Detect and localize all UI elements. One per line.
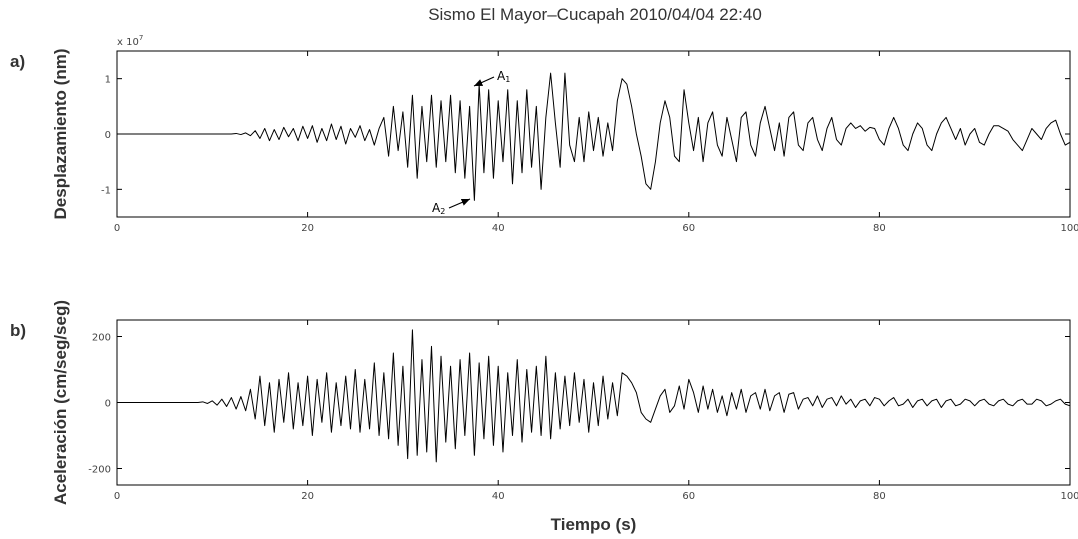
x-tick-label: 60 <box>682 491 695 502</box>
x-tick-label: 0 <box>114 491 120 502</box>
x-tick-label: 80 <box>873 491 886 502</box>
y-axis-label: Aceleración (cm/seg/seg) <box>51 300 70 505</box>
y-tick-label: 1 <box>105 75 111 86</box>
y-tick-label: 0 <box>105 130 111 141</box>
x-tick-label: 0 <box>114 223 120 234</box>
panel-label: a) <box>10 52 25 71</box>
axes-frame <box>116 319 1071 486</box>
annotation: A2 <box>432 201 445 216</box>
x-tick-label: 40 <box>492 223 505 234</box>
annotation-text: A <box>497 69 506 83</box>
x-tick-label: 80 <box>873 223 886 234</box>
y-multiplier: x 107 <box>117 34 143 48</box>
panel-label: b) <box>10 321 26 340</box>
annotation-subscript: 2 <box>440 207 445 216</box>
trace <box>117 329 1071 463</box>
annotation-text: A <box>432 201 441 215</box>
y-multiplier-base: x 10 <box>117 37 139 48</box>
x-axis-label: Tiempo (s) <box>551 515 637 534</box>
y-tick-label: -1 <box>101 185 111 196</box>
axes-frame <box>116 50 1071 218</box>
y-multiplier-exponent: 7 <box>139 34 143 42</box>
x-tick-label: 60 <box>682 223 695 234</box>
x-tick-label: 40 <box>492 491 505 502</box>
y-axis-label: Desplazamiento (nm) <box>51 49 70 220</box>
x-tick-label: 20 <box>301 223 314 234</box>
x-tick-label: 100 <box>1060 223 1078 234</box>
y-tick-label: 200 <box>92 333 111 344</box>
figure-title: Sismo El Mayor–Cucapah 2010/04/04 22:40 <box>428 5 762 24</box>
y-tick-label: 0 <box>105 399 111 410</box>
annotation-subscript: 1 <box>505 75 510 84</box>
x-tick-label: 100 <box>1060 491 1078 502</box>
annotation-arrow <box>473 76 495 87</box>
annotation-arrow <box>448 198 471 209</box>
y-tick-label: -200 <box>88 465 111 476</box>
trace <box>117 72 1071 201</box>
annotation: A1 <box>497 69 510 84</box>
x-tick-label: 20 <box>301 491 314 502</box>
